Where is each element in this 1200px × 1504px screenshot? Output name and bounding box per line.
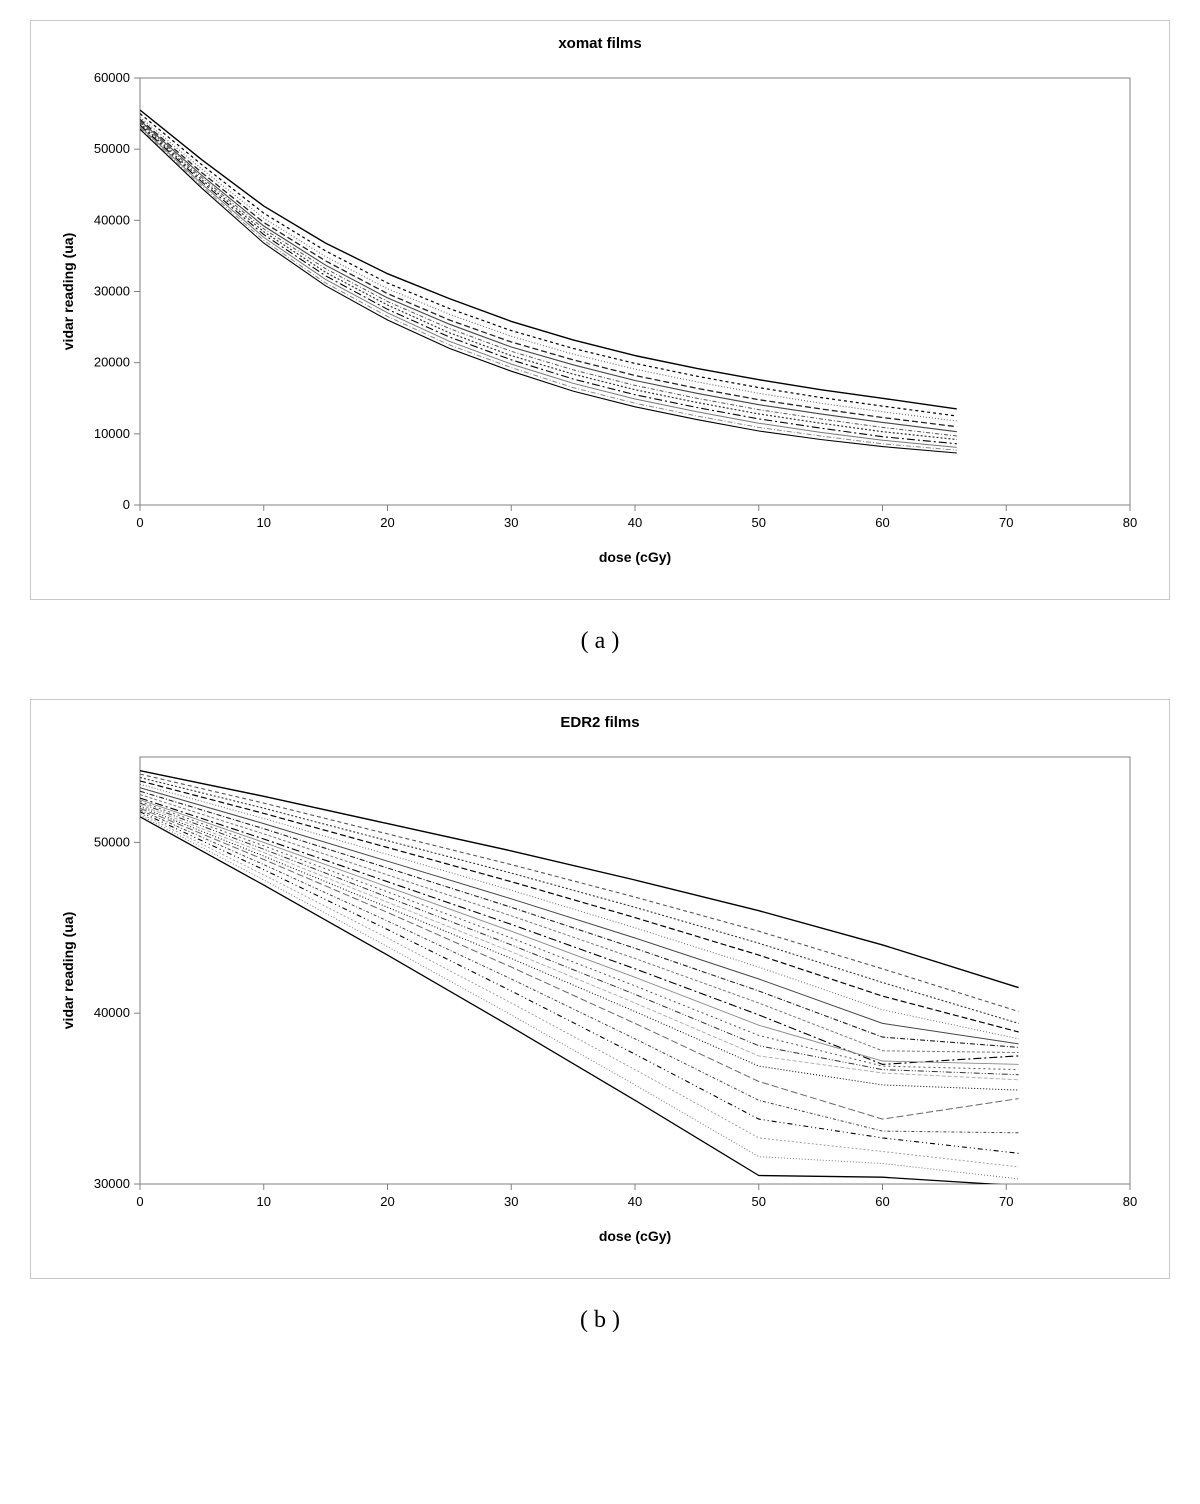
caption-b: ( b ) <box>30 1307 1170 1334</box>
svg-text:vidar reading (ua): vidar reading (ua) <box>60 233 76 350</box>
chart-title-b: EDR2 films <box>45 714 1155 731</box>
svg-text:60: 60 <box>875 1194 889 1209</box>
svg-text:50000: 50000 <box>94 834 130 849</box>
svg-text:0: 0 <box>136 515 143 530</box>
svg-text:30: 30 <box>504 515 518 530</box>
svg-text:50: 50 <box>752 1194 766 1209</box>
chart-card-a: xomat films 0 10 20 30 40 50 60 70 80 0 10000 20000… <box>30 20 1170 600</box>
svg-text:50: 50 <box>752 515 766 530</box>
svg-text:30000: 30000 <box>94 284 130 299</box>
svg-text:10: 10 <box>257 515 271 530</box>
svg-text:dose (cGy): dose (cGy) <box>599 549 671 565</box>
svg-text:70: 70 <box>999 515 1013 530</box>
svg-text:60000: 60000 <box>94 70 130 85</box>
svg-text:40: 40 <box>628 515 642 530</box>
svg-text:20: 20 <box>380 515 394 530</box>
chart-card-b: EDR2 films 0 10 20 30 40 50 60 70 80 30000 40000 50… <box>30 699 1170 1279</box>
svg-text:0: 0 <box>123 497 130 512</box>
svg-text:40: 40 <box>628 1194 642 1209</box>
svg-text:vidar reading (ua): vidar reading (ua) <box>60 912 76 1029</box>
svg-text:50000: 50000 <box>94 141 130 156</box>
svg-text:10: 10 <box>257 1194 271 1209</box>
svg-text:40000: 40000 <box>94 212 130 227</box>
svg-text:dose (cGy): dose (cGy) <box>599 1228 671 1244</box>
svg-text:80: 80 <box>1123 1194 1137 1209</box>
svg-text:30: 30 <box>504 1194 518 1209</box>
chart-svg-b: 0 10 20 30 40 50 60 70 80 30000 40000 50000 dose (cG… <box>45 739 1155 1259</box>
svg-text:10000: 10000 <box>94 426 130 441</box>
svg-text:70: 70 <box>999 1194 1013 1209</box>
svg-text:80: 80 <box>1123 515 1137 530</box>
svg-text:60: 60 <box>875 515 889 530</box>
caption-a: ( a ) <box>30 628 1170 655</box>
svg-text:20000: 20000 <box>94 355 130 370</box>
chart-svg-a: 0 10 20 30 40 50 60 70 80 0 10000 20000 30000 40000 50… <box>45 60 1155 580</box>
chart-title-a: xomat films <box>45 35 1155 52</box>
svg-text:30000: 30000 <box>94 1176 130 1191</box>
svg-text:40000: 40000 <box>94 1005 130 1020</box>
svg-text:20: 20 <box>380 1194 394 1209</box>
svg-text:0: 0 <box>136 1194 143 1209</box>
